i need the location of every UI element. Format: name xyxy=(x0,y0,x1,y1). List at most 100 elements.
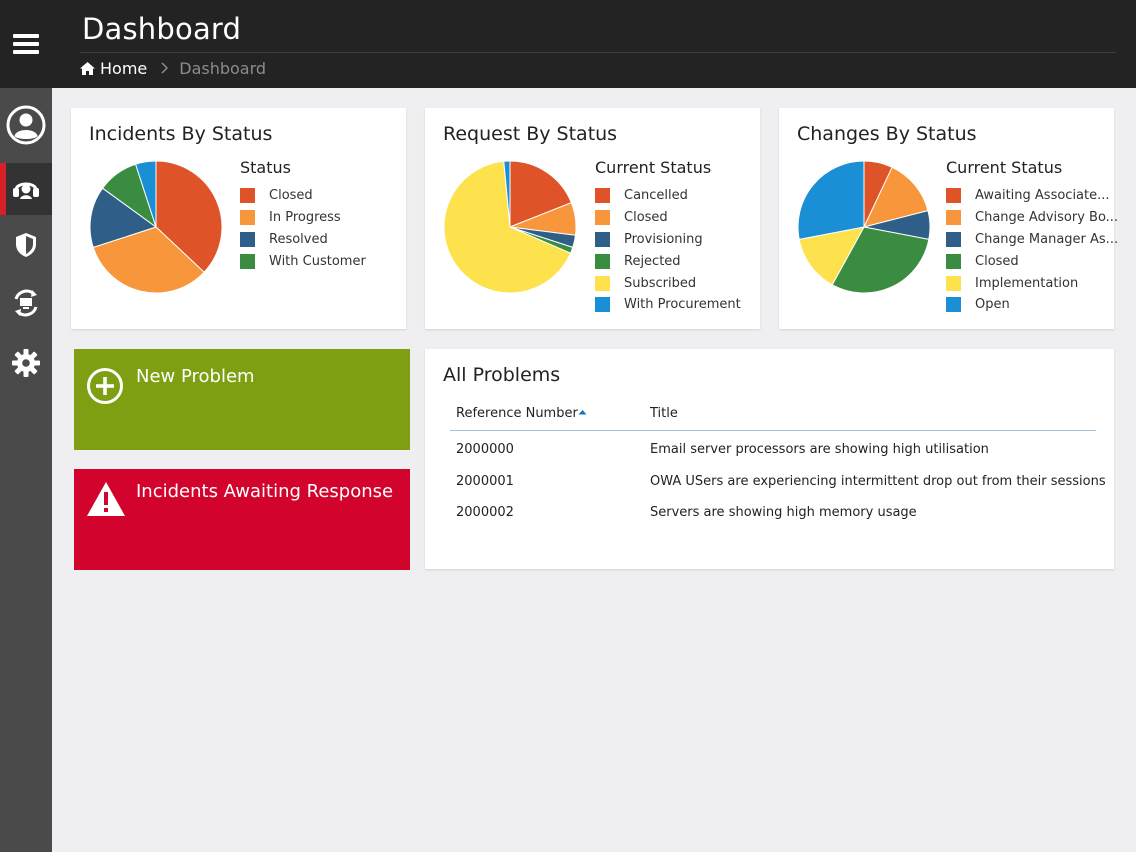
legend-item[interactable]: Subscribed xyxy=(595,272,741,294)
legend-label: Closed xyxy=(269,188,313,204)
row-title: Email server processors are showing high… xyxy=(650,442,989,457)
pie-slice[interactable] xyxy=(134,160,157,228)
legend-label: With Procurement xyxy=(624,297,741,313)
row-title: Servers are showing high memory usage xyxy=(650,505,917,520)
breadcrumb-home-link[interactable]: Home xyxy=(80,59,147,78)
legend-item[interactable]: Closed xyxy=(240,185,366,207)
warning-icon xyxy=(87,482,125,516)
column-header-reference[interactable]: Reference Number xyxy=(456,406,587,421)
sort-ascending-icon xyxy=(578,410,587,415)
legend-label: Implementation xyxy=(975,275,1079,291)
add-circle-icon xyxy=(87,368,123,404)
legend-label: Resolved xyxy=(269,231,328,247)
pie-slice[interactable] xyxy=(509,160,573,228)
legend-item[interactable]: Implementation xyxy=(946,272,1118,294)
requests-pie-chart[interactable] xyxy=(443,160,577,294)
table-row[interactable]: 2000000 Email server processors are showi… xyxy=(450,434,1096,465)
legend-label: Provisioning xyxy=(624,231,703,247)
legend-label: Change Advisory Bo... xyxy=(975,210,1119,226)
incidents-legend: Status Closed In Progress Resolved With Cus… xyxy=(240,158,366,272)
changes-by-status-card: Changes By Status Current Status Awaitin… xyxy=(779,108,1118,329)
legend-swatch xyxy=(595,231,610,247)
legend-item[interactable]: With Procurement xyxy=(595,294,741,316)
pie-slice[interactable] xyxy=(92,226,205,294)
legend-label: In Progress xyxy=(269,210,341,226)
hamburger-icon xyxy=(13,34,39,54)
pie-slice[interactable] xyxy=(443,160,572,294)
user-circle-icon xyxy=(6,105,46,145)
monitor-cycle-icon xyxy=(14,289,38,317)
legend-item[interactable]: Rejected xyxy=(595,250,741,272)
legend-swatch xyxy=(240,210,255,226)
breadcrumb-home-label: Home xyxy=(100,58,148,78)
legend-swatch xyxy=(946,231,961,247)
legend-item[interactable]: Change Manager As... xyxy=(946,229,1118,251)
legend-swatch xyxy=(946,253,961,269)
app-header: Dashboard Home Dashboard xyxy=(0,0,1136,88)
legend-title: Current Status xyxy=(595,158,712,177)
sidebar-item-profile[interactable] xyxy=(0,99,52,151)
pie-slice[interactable] xyxy=(89,187,158,249)
legend-item[interactable]: Closed xyxy=(946,250,1118,272)
page-title: Dashboard xyxy=(82,12,242,46)
legend-swatch xyxy=(240,253,255,269)
sidebar-item-service-desk[interactable] xyxy=(0,163,52,215)
legend-swatch xyxy=(595,188,610,204)
legend-item[interactable]: With Customer xyxy=(240,250,366,272)
legend-title: Current Status xyxy=(946,158,1063,177)
legend-swatch xyxy=(595,297,610,313)
requests-card-title: Request By Status xyxy=(443,123,618,145)
row-reference-number: 2000000 xyxy=(456,442,514,457)
legend-item[interactable]: Cancelled xyxy=(595,185,741,207)
legend-swatch xyxy=(946,210,961,226)
legend-label: Rejected xyxy=(624,253,681,269)
column-header-title[interactable]: Title xyxy=(650,406,678,421)
legend-swatch xyxy=(946,297,961,313)
sidebar xyxy=(0,88,52,852)
table-row[interactable]: 2000002 Servers are showing high memory u… xyxy=(450,497,1096,528)
sidebar-item-assets[interactable] xyxy=(0,277,52,329)
legend-item[interactable]: In Progress xyxy=(240,207,366,229)
legend-item[interactable]: Awaiting Associate... xyxy=(946,185,1118,207)
changes-pie-chart[interactable] xyxy=(797,160,931,294)
hamburger-menu-button[interactable] xyxy=(0,0,52,88)
breadcrumb: Home Dashboard xyxy=(80,56,266,80)
pie-slice[interactable] xyxy=(831,226,930,294)
legend-item[interactable]: Resolved xyxy=(240,229,366,251)
row-reference-number: 2000002 xyxy=(456,505,514,520)
incidents-awaiting-response-tile[interactable]: Incidents Awaiting Response xyxy=(74,469,410,570)
pie-slice[interactable] xyxy=(863,166,929,228)
row-reference-number: 2000001 xyxy=(456,473,514,489)
incidents-by-status-card: Incidents By Status Status Closed In Prog… xyxy=(71,108,406,329)
requests-legend: Current Status Cancelled Closed Provisioni… xyxy=(595,158,741,316)
incidents-pie-chart[interactable] xyxy=(89,160,223,294)
legend-label: Closed xyxy=(624,210,668,226)
legend-label: Open xyxy=(975,297,1010,313)
shield-icon xyxy=(16,233,36,257)
legend-label: Subscribed xyxy=(624,275,697,291)
legend-swatch xyxy=(595,210,610,226)
problems-table-header: Reference Number Title xyxy=(450,401,1096,431)
sidebar-item-security[interactable] xyxy=(0,219,52,271)
pie-slice[interactable] xyxy=(503,160,511,228)
legend-item[interactable]: Open xyxy=(946,294,1118,316)
legend-item[interactable]: Change Advisory Bo... xyxy=(946,207,1118,229)
pie-slice[interactable] xyxy=(797,160,865,240)
legend-label: Awaiting Associate... xyxy=(975,188,1110,204)
legend-item[interactable]: Provisioning xyxy=(595,229,741,251)
legend-swatch xyxy=(946,275,961,291)
incidents-awaiting-label: Incidents Awaiting Response xyxy=(136,481,394,502)
column-header-reference-label: Reference Number xyxy=(456,406,578,421)
legend-label: Change Manager As... xyxy=(975,231,1119,247)
pie-slice[interactable] xyxy=(155,160,223,273)
legend-title: Status xyxy=(240,158,291,177)
pie-slice[interactable] xyxy=(798,226,865,286)
breadcrumb-current: Dashboard xyxy=(179,58,267,78)
legend-label: With Customer xyxy=(269,253,366,269)
new-problem-tile[interactable]: New Problem xyxy=(74,349,410,450)
legend-label: Cancelled xyxy=(624,188,688,204)
legend-item[interactable]: Closed xyxy=(595,207,741,229)
sidebar-item-settings[interactable] xyxy=(0,337,52,389)
table-row[interactable]: 2000001 OWA USers are experiencing interm… xyxy=(450,466,1106,497)
changes-legend: Current Status Awaiting Associate... Chan… xyxy=(946,158,1118,316)
